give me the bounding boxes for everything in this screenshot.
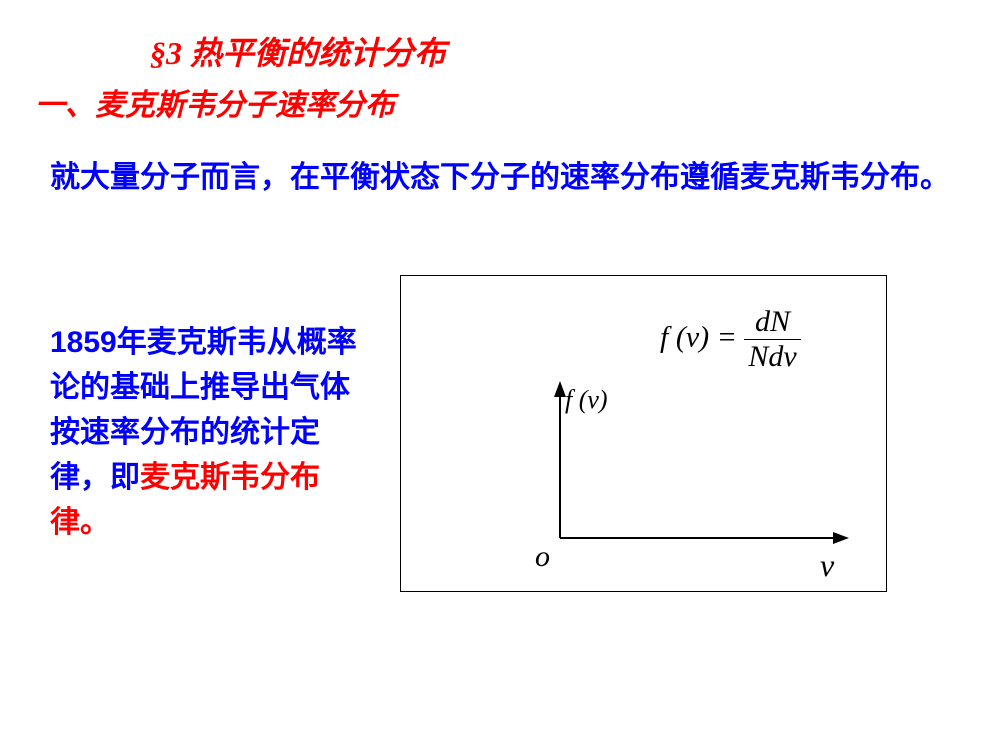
paragraph-1: 就大量分子而言，在平衡状态下分子的速率分布遵循麦克斯韦分布。 (50, 155, 950, 200)
paragraph-2: 1859年麦克斯韦从概率论的基础上推导出气体按速率分布的统计定律，即麦克斯韦分布… (50, 320, 360, 545)
axes-svg (540, 380, 860, 550)
x-axis-label: v (820, 547, 834, 584)
formula-denominator: Ndv (744, 340, 800, 374)
formula-left: f (v) = (660, 320, 737, 353)
section-subtitle: 一、麦克斯韦分子速率分布 (35, 80, 395, 124)
formula-fraction: dN Ndv (744, 305, 800, 374)
page-title: §3 热平衡的统计分布 (150, 28, 446, 74)
formula: f (v) = dN Ndv (660, 305, 801, 374)
formula-numerator: dN (744, 305, 800, 340)
